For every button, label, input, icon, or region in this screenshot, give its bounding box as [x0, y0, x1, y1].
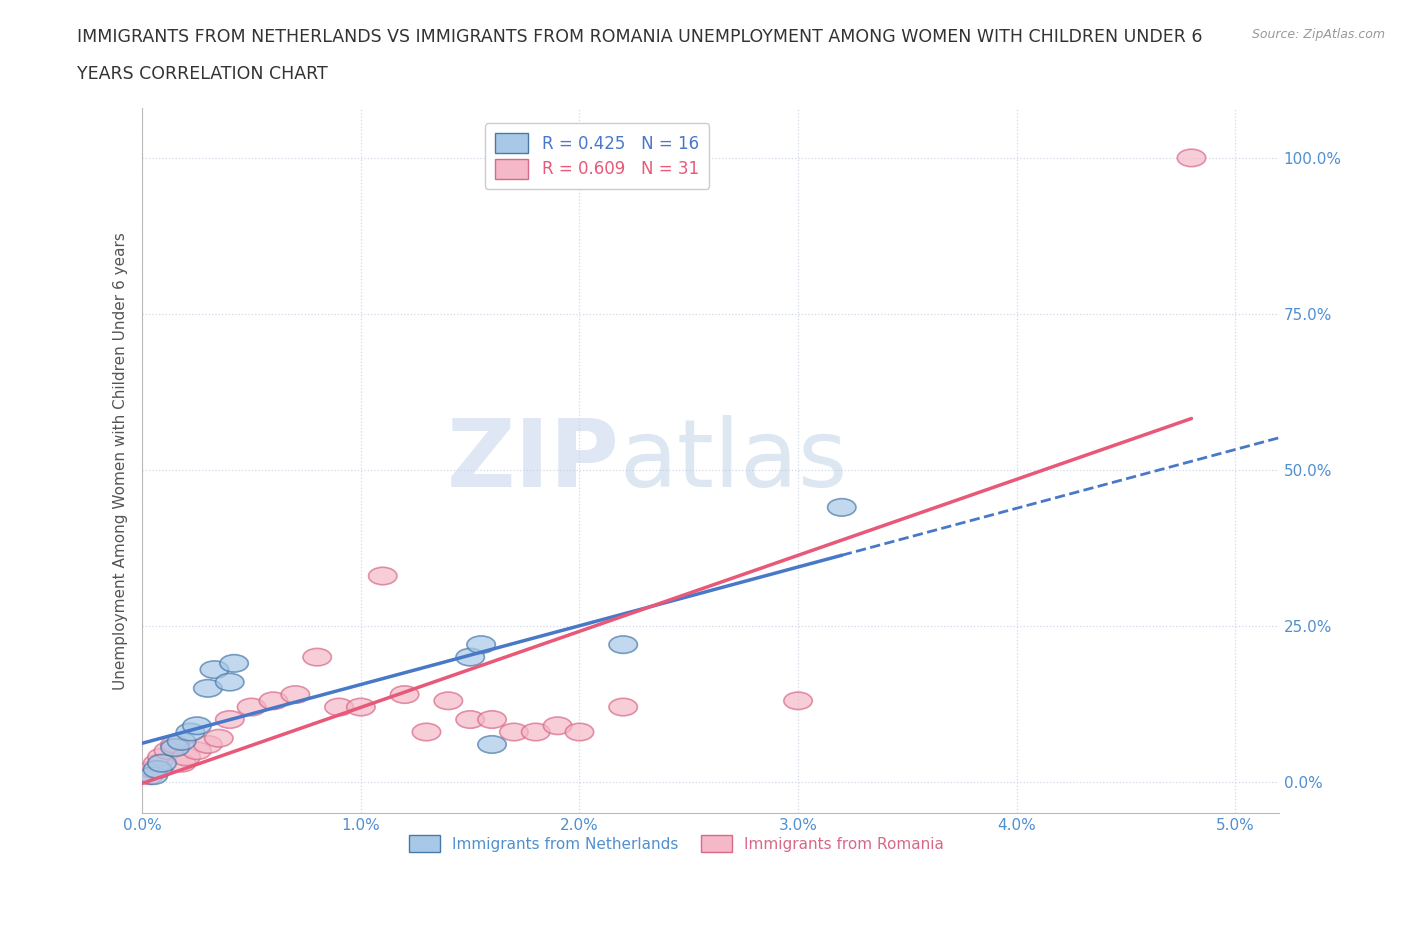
Ellipse shape	[609, 636, 637, 654]
Ellipse shape	[200, 661, 229, 678]
Ellipse shape	[205, 729, 233, 747]
Ellipse shape	[143, 754, 172, 772]
Ellipse shape	[259, 692, 288, 710]
Ellipse shape	[148, 749, 176, 765]
Ellipse shape	[828, 498, 856, 516]
Ellipse shape	[139, 767, 167, 784]
Ellipse shape	[135, 767, 163, 784]
Ellipse shape	[478, 736, 506, 753]
Y-axis label: Unemployment Among Women with Children Under 6 years: Unemployment Among Women with Children U…	[114, 232, 128, 689]
Ellipse shape	[167, 754, 195, 772]
Ellipse shape	[609, 698, 637, 716]
Text: Source: ZipAtlas.com: Source: ZipAtlas.com	[1251, 28, 1385, 41]
Ellipse shape	[167, 733, 195, 751]
Ellipse shape	[391, 685, 419, 703]
Ellipse shape	[148, 754, 176, 772]
Ellipse shape	[183, 742, 211, 760]
Ellipse shape	[522, 724, 550, 741]
Ellipse shape	[281, 685, 309, 703]
Ellipse shape	[302, 648, 332, 666]
Ellipse shape	[543, 717, 572, 735]
Ellipse shape	[368, 567, 396, 585]
Ellipse shape	[565, 724, 593, 741]
Ellipse shape	[1177, 149, 1206, 166]
Ellipse shape	[478, 711, 506, 728]
Ellipse shape	[183, 717, 211, 735]
Ellipse shape	[160, 738, 190, 756]
Ellipse shape	[783, 692, 813, 710]
Ellipse shape	[238, 698, 266, 716]
Ellipse shape	[325, 698, 353, 716]
Ellipse shape	[172, 749, 200, 765]
Ellipse shape	[215, 673, 245, 691]
Ellipse shape	[194, 736, 222, 753]
Text: YEARS CORRELATION CHART: YEARS CORRELATION CHART	[77, 65, 328, 83]
Ellipse shape	[194, 680, 222, 698]
Ellipse shape	[143, 761, 172, 778]
Ellipse shape	[215, 711, 245, 728]
Text: ZIP: ZIP	[447, 415, 620, 507]
Ellipse shape	[219, 655, 249, 672]
Ellipse shape	[499, 724, 529, 741]
Ellipse shape	[456, 711, 485, 728]
Ellipse shape	[412, 724, 440, 741]
Ellipse shape	[139, 761, 167, 778]
Legend: Immigrants from Netherlands, Immigrants from Romania: Immigrants from Netherlands, Immigrants …	[404, 829, 950, 858]
Ellipse shape	[176, 724, 205, 741]
Text: atlas: atlas	[620, 415, 848, 507]
Ellipse shape	[160, 736, 190, 753]
Text: IMMIGRANTS FROM NETHERLANDS VS IMMIGRANTS FROM ROMANIA UNEMPLOYMENT AMONG WOMEN : IMMIGRANTS FROM NETHERLANDS VS IMMIGRANT…	[77, 28, 1202, 46]
Ellipse shape	[434, 692, 463, 710]
Ellipse shape	[467, 636, 495, 654]
Ellipse shape	[456, 648, 485, 666]
Ellipse shape	[347, 698, 375, 716]
Ellipse shape	[155, 742, 183, 760]
